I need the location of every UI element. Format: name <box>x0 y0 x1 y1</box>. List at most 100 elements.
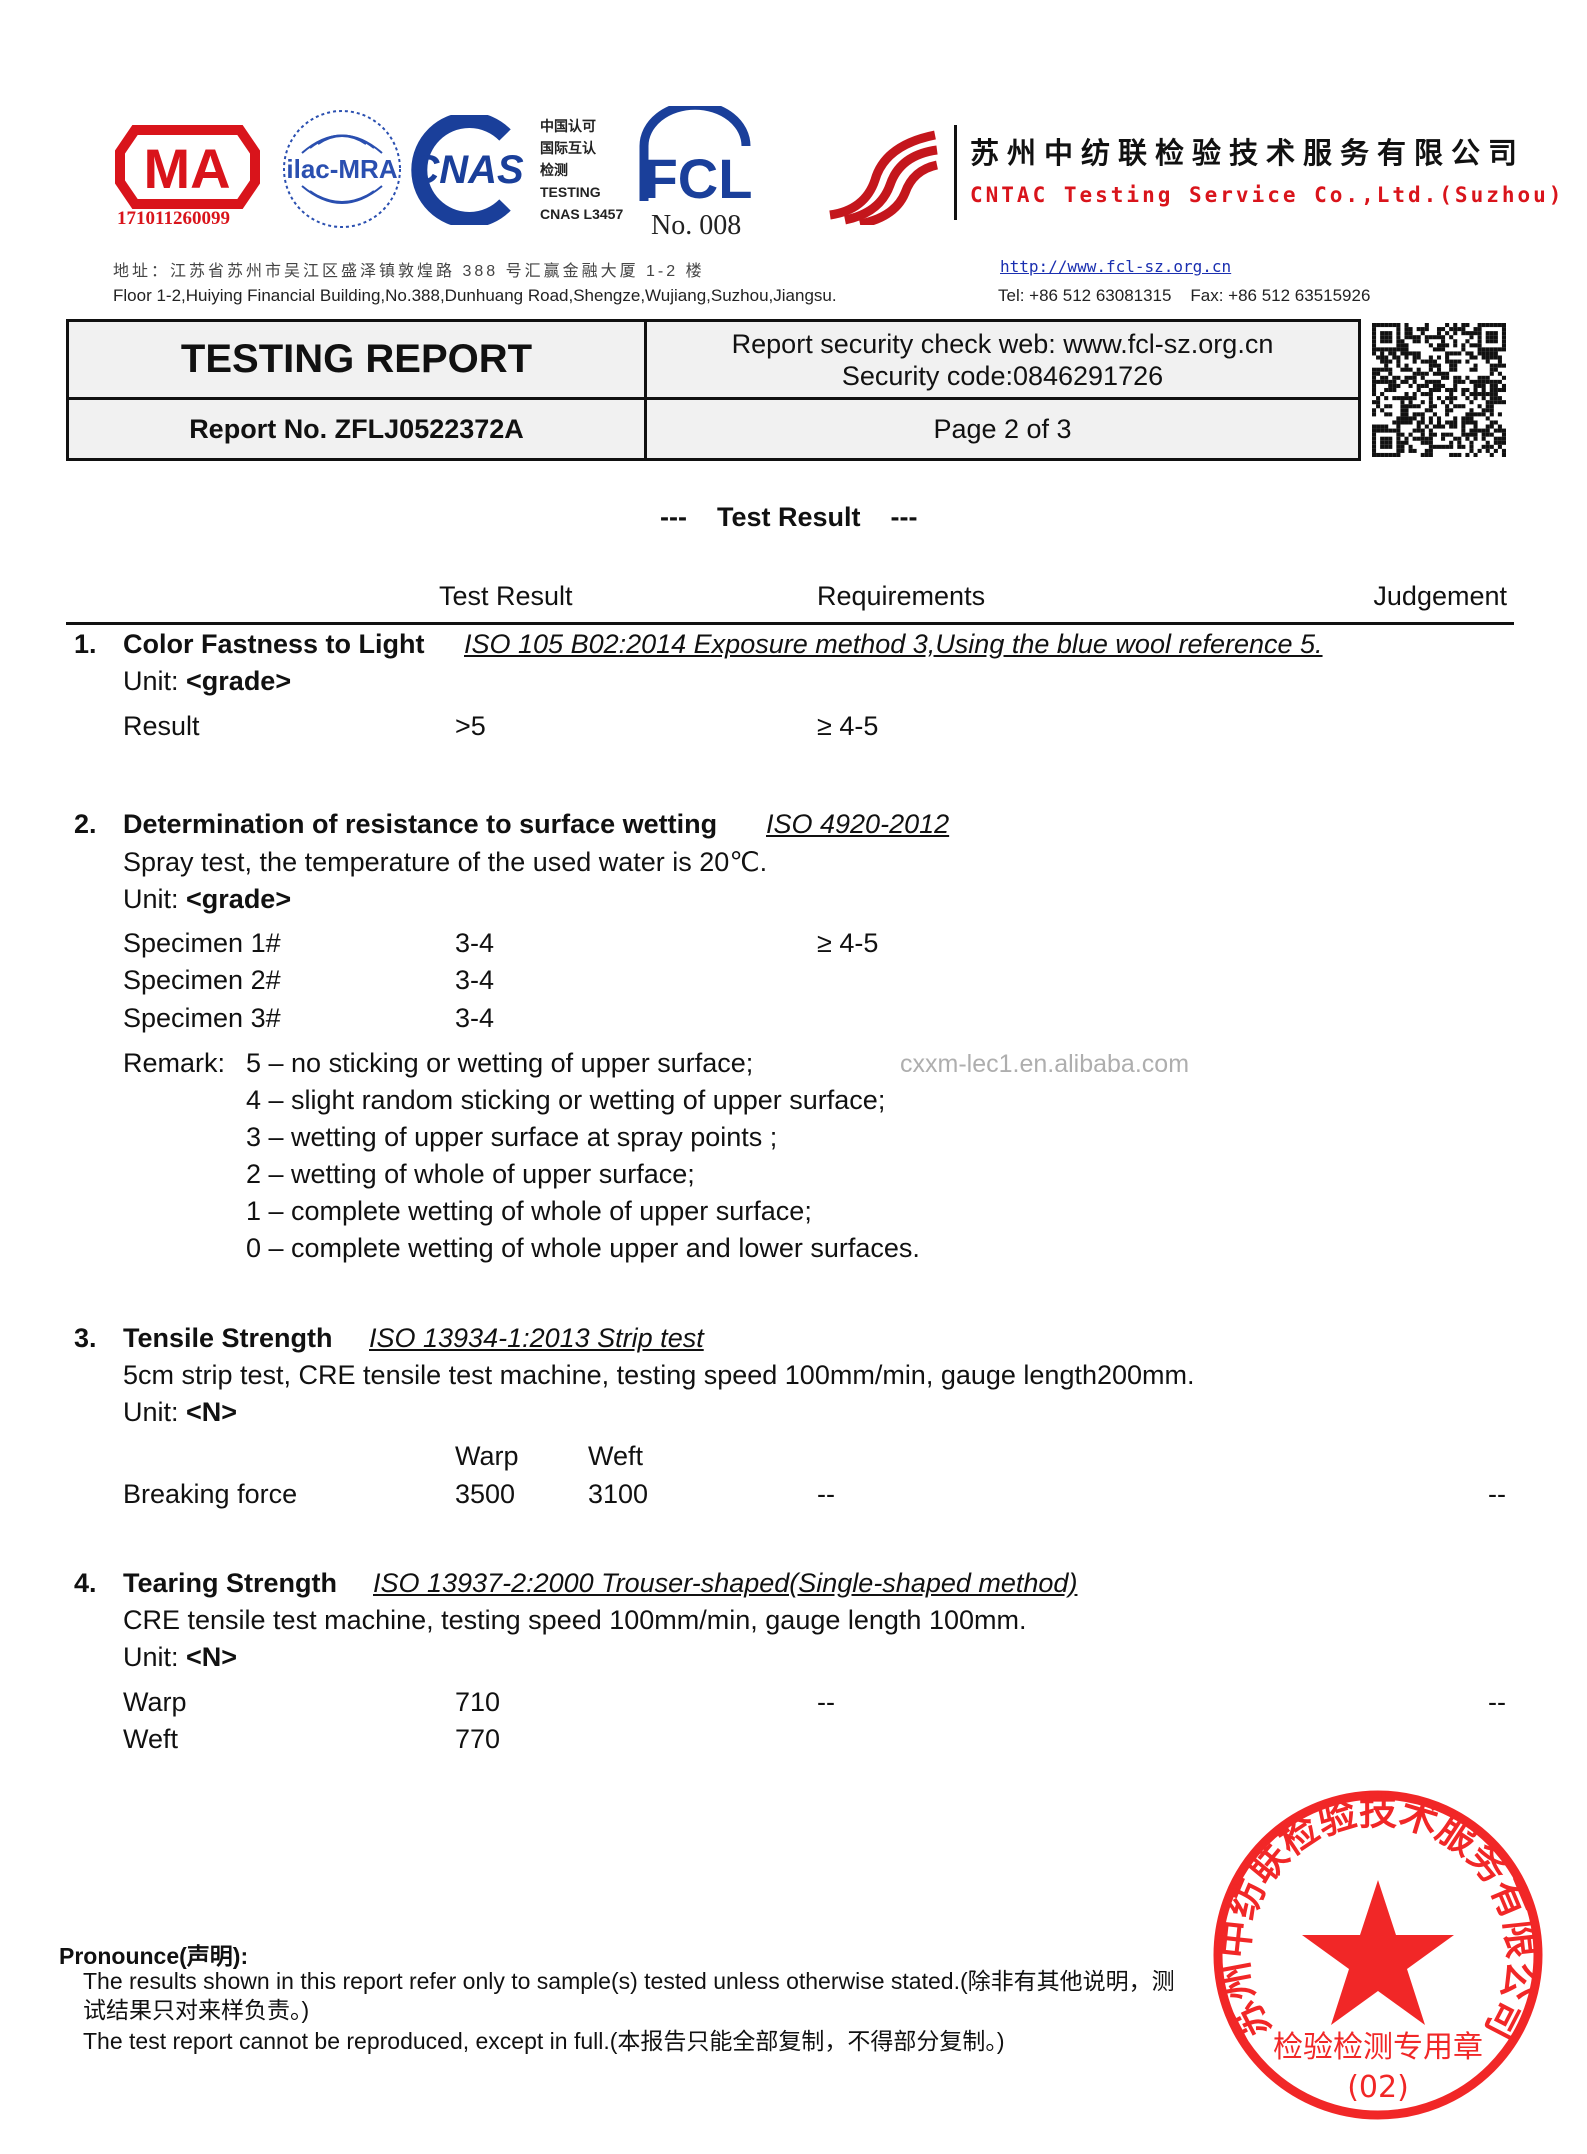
qr-module <box>1457 327 1462 332</box>
test-description: CRE tensile test machine, testing speed … <box>123 1605 1027 1635</box>
qr-module <box>1384 323 1389 328</box>
cma-logo-text: MA <box>143 137 230 200</box>
website-link[interactable]: http://www.fcl-sz.org.cn <box>1000 257 1232 276</box>
qr-module <box>1473 331 1478 336</box>
remark-item: 3 – wetting of upper surface at spray po… <box>246 1122 778 1152</box>
qr-module <box>1396 432 1401 437</box>
cma-logo: MA <box>115 122 260 212</box>
qr-module <box>1380 440 1385 445</box>
qr-module <box>1501 363 1506 368</box>
qr-module <box>1396 428 1401 433</box>
cnas-logo-text: CNAS <box>410 148 524 192</box>
qr-module <box>1501 432 1506 437</box>
qr-module <box>1441 343 1446 348</box>
qr-module <box>1469 428 1474 433</box>
qr-module <box>1453 327 1458 332</box>
qr-module <box>1477 448 1482 453</box>
company-seal: 苏州中纺联检验技术服务有限公司 检验检测专用章 (02) <box>1208 1785 1548 2125</box>
cnas-caption-line: 国际互认 <box>540 140 596 156</box>
qr-module <box>1453 420 1458 425</box>
qr-module <box>1453 323 1458 328</box>
qr-module <box>1396 339 1401 344</box>
remark-item: 2 – wetting of whole of upper surface; <box>246 1159 695 1189</box>
remark-item: 5 – no sticking or wetting of upper surf… <box>246 1048 754 1078</box>
qr-module <box>1396 448 1401 453</box>
qr-module <box>1485 355 1490 360</box>
qr-module <box>1445 412 1450 417</box>
qr-module <box>1372 383 1377 388</box>
subheader-warp: Warp <box>455 1441 519 1471</box>
qr-module <box>1501 375 1506 380</box>
qr-module <box>1428 392 1433 397</box>
qr-module <box>1485 331 1490 336</box>
qr-module <box>1493 400 1498 405</box>
qr-module <box>1400 432 1405 437</box>
qr-module <box>1428 343 1433 348</box>
qr-module <box>1380 424 1385 429</box>
qr-module <box>1388 383 1393 388</box>
qr-module <box>1497 444 1502 449</box>
qr-module <box>1473 436 1478 441</box>
qr-module <box>1388 351 1393 356</box>
qr-module <box>1481 351 1486 356</box>
qr-module <box>1453 375 1458 380</box>
qr-module <box>1436 327 1442 332</box>
qr-module <box>1441 424 1446 429</box>
qr-module <box>1489 432 1494 437</box>
qr-module <box>1465 375 1470 380</box>
qr-module <box>1441 335 1446 340</box>
test-method: ISO 13934-1:2013 Strip test <box>369 1323 704 1353</box>
qr-module <box>1461 416 1466 421</box>
qr-module <box>1372 448 1377 453</box>
qr-module <box>1428 404 1433 409</box>
qr-module <box>1465 387 1470 393</box>
qr-module <box>1388 436 1393 441</box>
qr-module <box>1441 436 1446 441</box>
qr-module <box>1424 379 1429 384</box>
qr-module <box>1477 351 1482 356</box>
qr-module <box>1380 452 1385 457</box>
qr-module <box>1408 416 1413 421</box>
qr-module <box>1465 351 1470 356</box>
qr-module <box>1428 335 1433 340</box>
qr-module <box>1493 420 1498 425</box>
qr-module <box>1461 420 1466 425</box>
pronounce-lines: The results shown in this report refer o… <box>83 1967 1183 2056</box>
qr-module <box>1392 379 1397 384</box>
qr-module <box>1428 452 1433 457</box>
qr-module <box>1392 375 1397 380</box>
cnas-caption-line: TESTING <box>540 184 601 200</box>
qr-module <box>1400 396 1405 401</box>
qr-module <box>1396 383 1401 388</box>
qr-module <box>1372 327 1377 332</box>
qr-module <box>1408 432 1413 437</box>
test-method: ISO 105 B02:2014 Exposure method 3,Using… <box>464 629 1323 659</box>
qr-module <box>1428 363 1433 368</box>
qr-module <box>1436 383 1442 388</box>
qr-module <box>1477 339 1482 344</box>
qr-module <box>1372 452 1377 457</box>
col-test-result: Test Result <box>439 581 573 611</box>
qr-module <box>1501 331 1506 336</box>
qr-module <box>1493 323 1498 328</box>
heading-label: Test Result <box>717 502 861 532</box>
row-label: Result <box>123 711 200 741</box>
qr-module <box>1445 375 1450 380</box>
qr-module <box>1465 339 1470 344</box>
qr-module <box>1469 331 1474 336</box>
qr-module <box>1465 420 1470 425</box>
qr-module <box>1380 444 1385 449</box>
qr-module <box>1428 440 1433 445</box>
qr-module <box>1404 412 1409 417</box>
qr-module <box>1473 327 1478 332</box>
qr-module <box>1408 375 1413 380</box>
row-judgement: -- <box>1488 1479 1506 1509</box>
qr-module <box>1416 371 1421 376</box>
qr-module <box>1493 387 1498 393</box>
qr-module <box>1396 355 1401 360</box>
qr-module <box>1497 412 1502 417</box>
row-value: 3-4 <box>455 965 495 995</box>
qr-module <box>1396 436 1401 441</box>
qr-module <box>1481 408 1486 413</box>
qr-module <box>1493 448 1498 453</box>
